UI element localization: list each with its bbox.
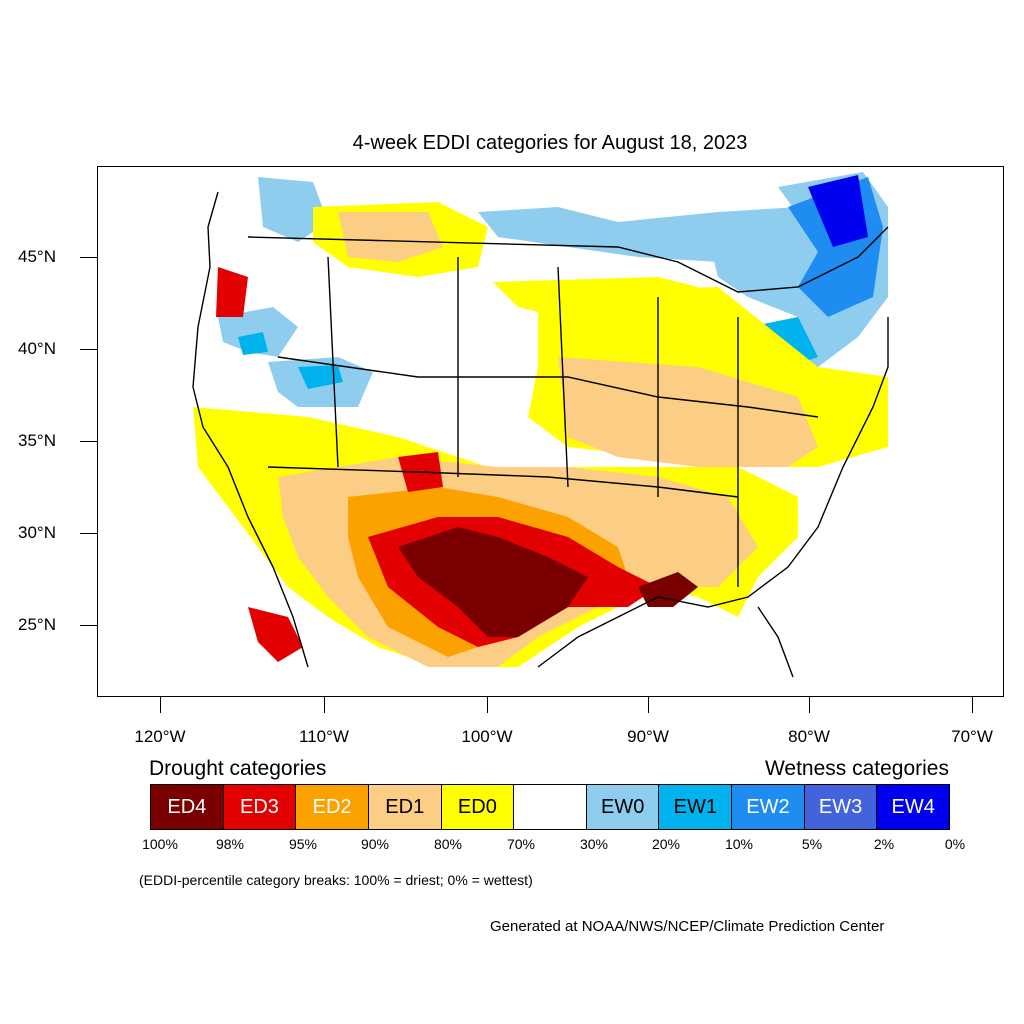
legend-swatch-ed1: ED1	[368, 785, 442, 829]
percentile-break-label: 0%	[944, 836, 966, 852]
legend-swatch-ed0: ED0	[441, 785, 515, 829]
percentile-break-label: 80%	[433, 836, 463, 852]
legend-swatch-ew3: EW3	[804, 785, 878, 829]
legend-swatch-ew2: EW2	[732, 785, 805, 829]
legend-swatch-ew1: EW1	[659, 785, 733, 829]
legend-swatch-ed2: ED2	[296, 785, 369, 829]
coastlines-and-borders	[192, 191, 889, 678]
legend-swatch-neutral	[514, 785, 587, 829]
category-legend-bar: ED4 ED3 ED2 ED1 ED0 EW0 EW1 EW2 EW3 EW4	[150, 784, 950, 830]
legend-swatch-ed3: ED3	[223, 785, 297, 829]
latitude-label-45n: 45°N	[18, 247, 56, 266]
percentile-break-label: 98%	[215, 836, 245, 852]
category-breaks-note: (EDDI-percentile category breaks: 100% =…	[139, 872, 533, 888]
lon-tick	[324, 697, 325, 713]
latitude-label-35n: 35°N	[18, 431, 56, 450]
lat-tick	[80, 349, 97, 350]
lat-tick	[80, 533, 97, 534]
legend-swatch-ed4: ED4	[151, 785, 224, 829]
percentile-break-label: 5%	[801, 836, 823, 852]
latitude-label-25n: 25°N	[18, 615, 56, 634]
longitude-label-110w: 110°W	[299, 727, 349, 746]
lon-tick	[160, 697, 161, 713]
latitude-label-40n: 40°N	[18, 339, 56, 358]
percentile-break-label: 95%	[288, 836, 318, 852]
lon-tick	[809, 697, 810, 713]
eddi-map-graphic	[192, 172, 889, 678]
percentile-break-label: 20%	[651, 836, 681, 852]
longitude-label-100w: 100°W	[461, 727, 513, 746]
wetness-regions	[218, 172, 888, 407]
longitude-label-80w: 80°W	[788, 727, 830, 746]
lat-tick	[80, 257, 97, 258]
percentile-break-label: 30%	[579, 836, 609, 852]
lon-tick	[487, 697, 488, 713]
wetness-categories-heading: Wetness categories	[764, 757, 949, 780]
percentile-break-label: 10%	[724, 836, 754, 852]
map-title: 4-week EDDI categories for August 18, 20…	[352, 132, 748, 154]
percentile-break-label: 100%	[142, 836, 178, 852]
percentile-break-label: 70%	[506, 836, 536, 852]
longitude-label-70w: 70°W	[951, 727, 993, 746]
longitude-label-120w: 120°W	[134, 727, 186, 746]
credit-line: Generated at NOAA/NWS/NCEP/Climate Predi…	[490, 918, 885, 935]
lat-tick	[80, 625, 97, 626]
drought-regions	[193, 202, 888, 667]
lon-tick	[648, 697, 649, 713]
longitude-label-90w: 90°W	[627, 727, 669, 746]
legend-swatch-ew4: EW4	[877, 785, 950, 829]
legend-swatch-ew0: EW0	[586, 785, 660, 829]
eddi-map	[97, 166, 1004, 697]
percentile-break-label: 90%	[360, 836, 390, 852]
latitude-label-30n: 30°N	[18, 523, 56, 542]
lat-tick	[80, 441, 97, 442]
percentile-break-label: 2%	[873, 836, 895, 852]
drought-categories-heading: Drought categories	[149, 757, 327, 780]
lon-tick	[972, 697, 973, 713]
